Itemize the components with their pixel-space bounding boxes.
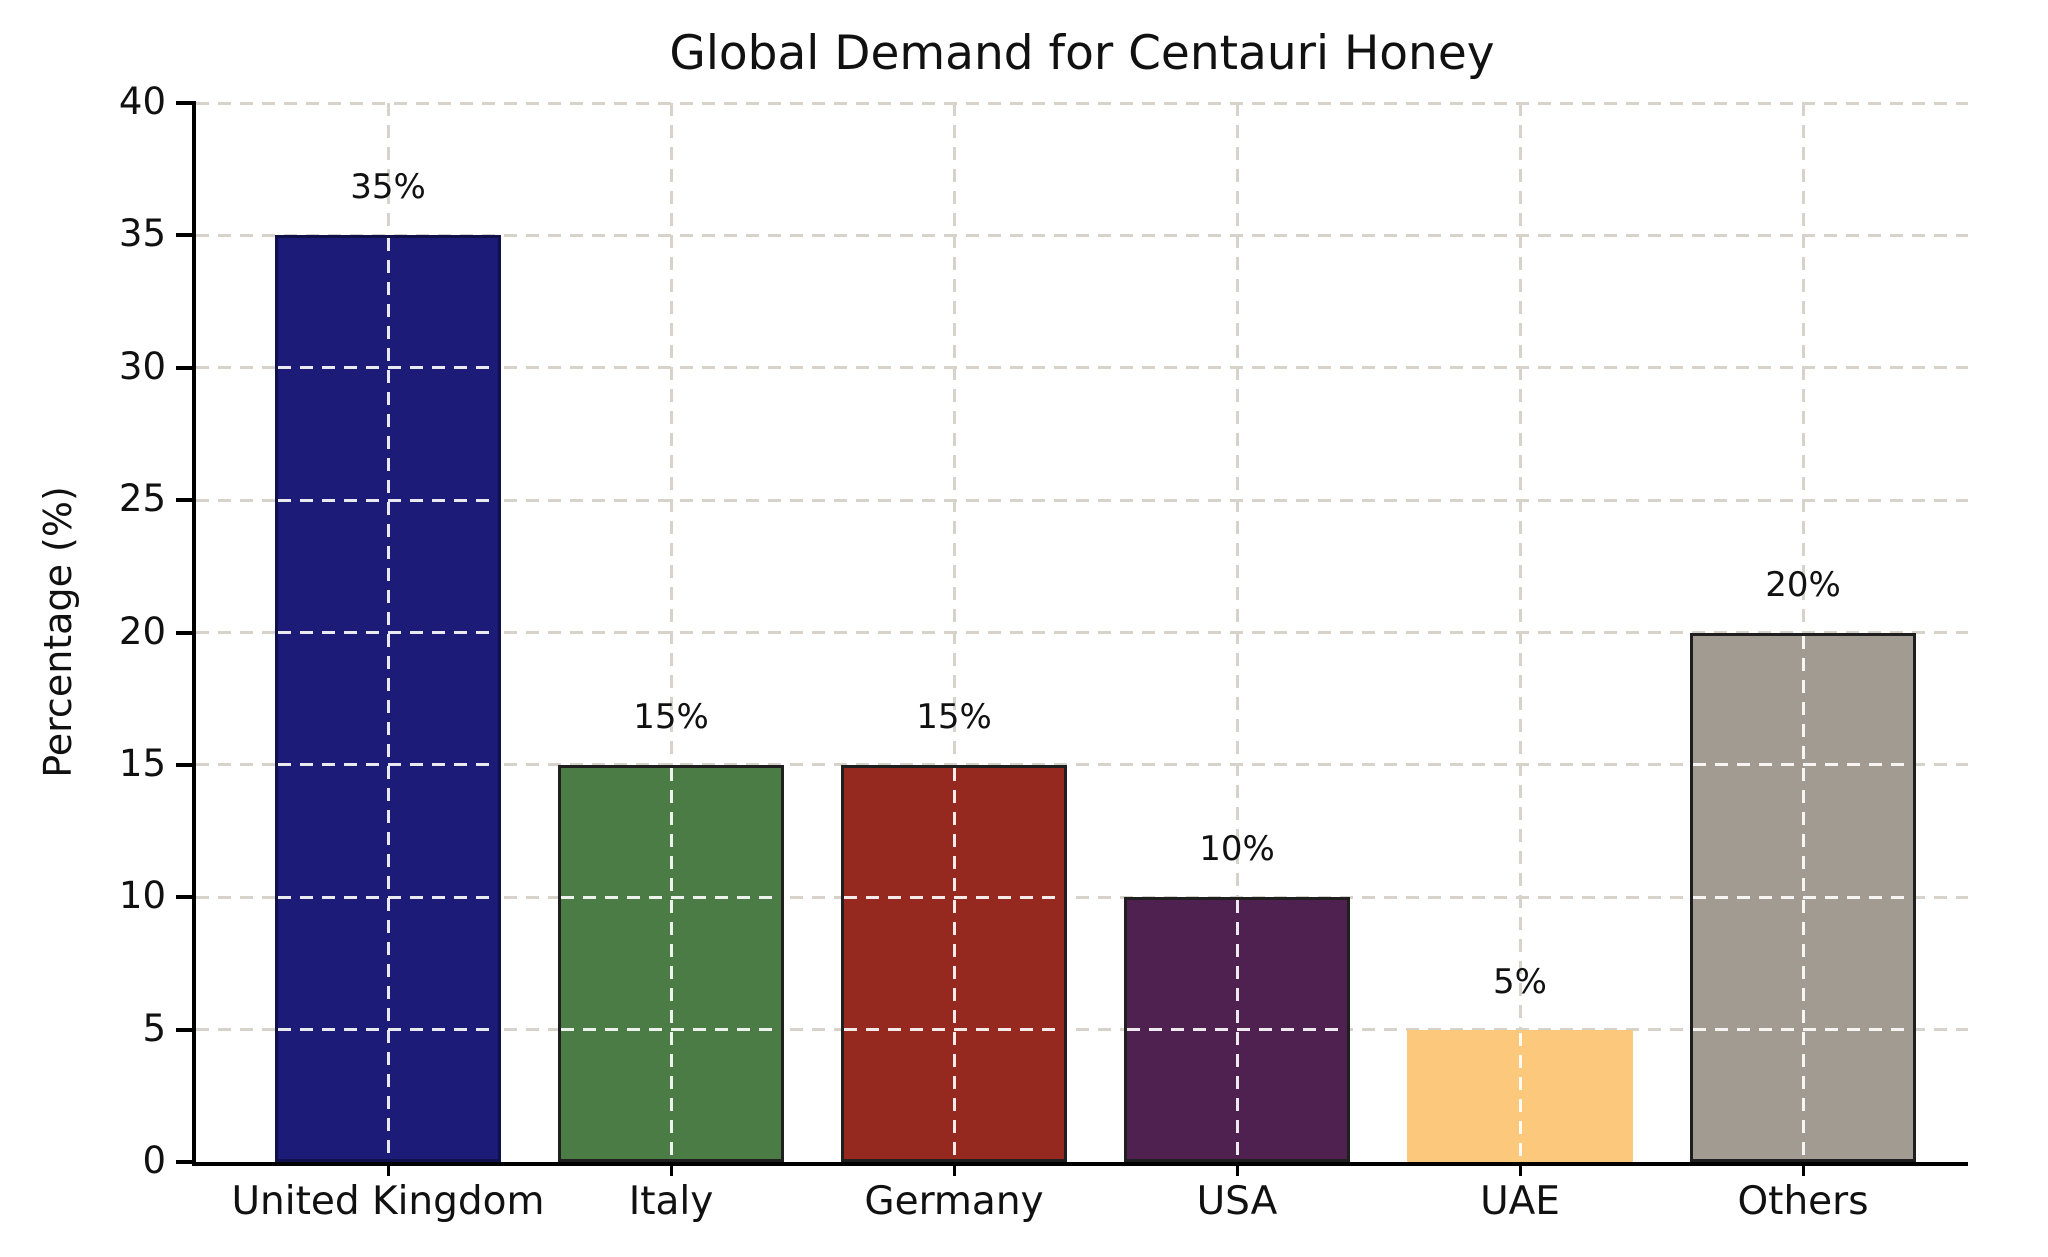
x-tick [1518,1166,1522,1176]
h-gridline [196,895,1968,899]
y-tick [176,630,192,635]
y-tick [176,1027,192,1032]
y-tick-label: 5 [142,1006,166,1050]
y-tick-label: 20 [118,609,166,653]
v-gridline [1518,103,1522,1162]
x-tick-label-italy: Italy [628,1179,714,1224]
v-gridline-over-bar [952,767,956,1159]
v-gridline [669,103,673,1162]
y-axis-spine [192,101,196,1166]
v-gridline-over-bar [669,767,673,1159]
y-tick [176,101,192,105]
v-gridline-over-bar [1235,900,1239,1159]
h-gridline [196,1028,1968,1032]
y-tick-label: 10 [118,874,166,918]
bar-value-label-italy: 15% [633,696,709,737]
h-gridline [196,631,1968,634]
bar-value-label-others: 20% [1765,564,1841,605]
h-gridline [196,233,1968,237]
v-gridline [1235,103,1239,1162]
x-axis-spine [192,1162,1968,1166]
h-gridline [196,498,1968,502]
y-tick [176,365,192,370]
bar-value-label-uae: 5% [1493,961,1547,1002]
y-tick-label: 30 [118,344,166,388]
y-tick [176,1160,192,1164]
y-tick-label: 0 [142,1139,166,1182]
v-gridline [952,103,956,1162]
y-tick-label: 15 [118,741,166,785]
y-tick-label: 40 [118,80,166,123]
x-tick-label-united-kingdom: United Kingdom [231,1179,545,1224]
x-tick [1235,1166,1239,1176]
y-tick [176,762,192,767]
bar-value-label-united-kingdom: 35% [350,167,426,208]
v-gridline-over-bar [386,238,390,1159]
y-tick-label: 35 [118,212,166,256]
chart-title: Global Demand for Centauri Honey [669,26,1495,81]
x-tick-label-germany: Germany [864,1179,1044,1224]
x-tick [386,1166,390,1176]
x-tick-label-usa: USA [1196,1179,1278,1224]
h-gridline [196,366,1968,370]
bar-value-label-germany: 15% [916,696,992,737]
x-tick-label-uae: UAE [1480,1179,1560,1224]
bar-value-label-usa: 10% [1199,829,1275,870]
y-tick [176,498,192,503]
x-tick [952,1166,956,1176]
x-tick-label-others: Others [1737,1179,1869,1224]
y-tick [176,233,192,238]
y-tick [176,895,192,900]
x-tick [669,1166,673,1176]
y-tick-label: 25 [118,477,166,521]
h-gridline [196,101,1968,105]
x-tick [1801,1166,1805,1176]
h-gridline [196,763,1968,767]
v-gridline-over-bar [1801,635,1805,1159]
v-gridline-over-bar [1518,1032,1522,1159]
